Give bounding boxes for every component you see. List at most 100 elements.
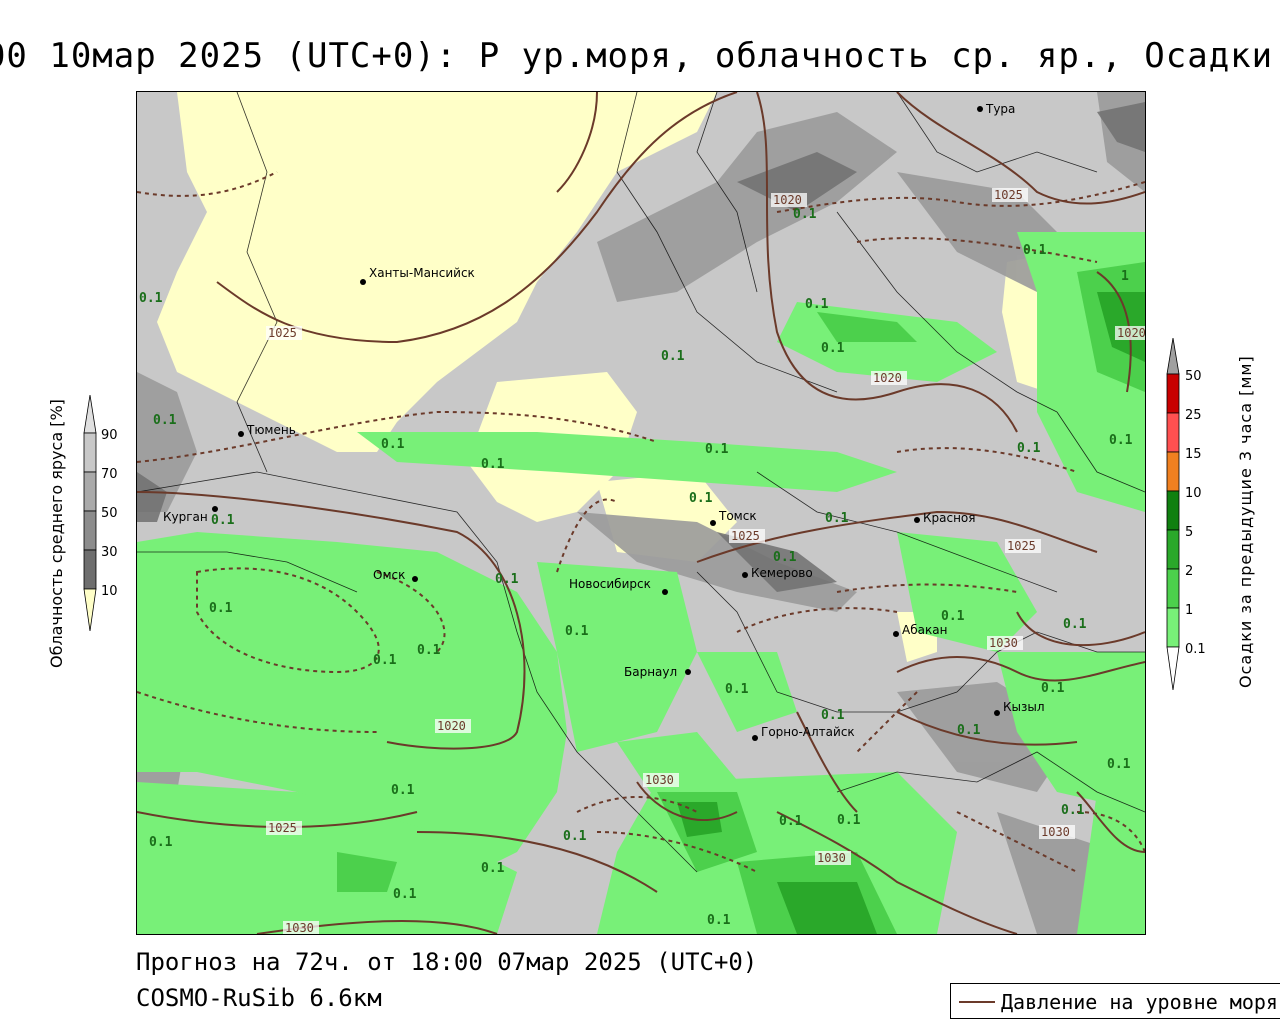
precip-tick-50: 50 <box>1185 369 1202 384</box>
precip-label: 0.1 <box>153 413 177 428</box>
weather-map: 1025 1020 1025 1020 1020 1025 1025 1030 … <box>136 91 1146 935</box>
precip-label: 0.1 <box>481 861 505 876</box>
svg-text:Тура: Тура <box>985 102 1015 116</box>
precip-label: 0.1 <box>793 207 817 222</box>
precip-tick-0-1: 0.1 <box>1185 642 1206 657</box>
svg-text:Курган: Курган <box>163 510 208 524</box>
isobar-labels: 1025 1020 1025 1020 1020 1025 1025 1030 … <box>266 188 1145 934</box>
precip-label: 0.1 <box>957 723 981 738</box>
precip-label: 0.1 <box>1061 803 1085 818</box>
city-kurgan: Курган <box>163 506 218 524</box>
isobar-label: 1020 <box>773 193 802 207</box>
precip-label: 0.1 <box>773 550 797 565</box>
pressure-legend-line <box>959 1001 995 1003</box>
precip-label: 0.1 <box>1041 681 1065 696</box>
precip-label: 0.1 <box>837 813 861 828</box>
cloud-tick-50: 50 <box>101 506 118 521</box>
cloud-colorbar-title: Облачность среднего яруса [%] <box>47 399 66 668</box>
svg-text:Красноя: Красноя <box>923 511 976 525</box>
precip-label: 0.1 <box>393 887 417 902</box>
svg-text:Кемерово: Кемерово <box>751 566 813 580</box>
isobar-label: 1025 <box>268 821 297 835</box>
precip-colorbar-title: Осадки за предыдущие 3 часа [мм] <box>1236 355 1255 688</box>
precip-colorbar-graphic <box>1166 338 1180 690</box>
precip-tick-1: 1 <box>1185 603 1194 618</box>
model-name: COSMO-RuSib 6.6км <box>136 984 382 1012</box>
cloud-colorbar-graphic <box>83 395 97 631</box>
region-borders <box>137 92 1145 873</box>
city-novosibirsk: Новосибирск <box>569 577 668 595</box>
precip-label: 0.1 <box>825 511 849 526</box>
city-krasnoyarsk: Красноя <box>914 511 976 525</box>
svg-text:Омск: Омск <box>373 568 405 582</box>
isobar-label: 1020 <box>1117 326 1145 340</box>
isobar-label: 1030 <box>1041 825 1070 839</box>
city-abakan: Абакан <box>893 623 947 637</box>
precip-label: 0.1 <box>821 708 845 723</box>
precip-label: 0.1 <box>1023 243 1047 258</box>
isobar-label: 1025 <box>994 188 1023 202</box>
precip-label: 0.1 <box>725 682 749 697</box>
city-gorno-altaysk: Горно-Алтайск <box>752 725 855 741</box>
precip-label: 0.1 <box>661 349 685 364</box>
precip-label: 0.1 <box>1017 441 1041 456</box>
precip-tick-5: 5 <box>1185 525 1194 540</box>
svg-text:Томск: Томск <box>718 509 757 523</box>
precip-label: 0.1 <box>149 835 173 850</box>
city-tura: Тура <box>977 102 1015 116</box>
precip-label: 0.1 <box>565 624 589 639</box>
precip-label: 0.1 <box>941 609 965 624</box>
precip-label: 0.1 <box>495 572 519 587</box>
cloud-tick-30: 30 <box>101 545 118 560</box>
precip-label: 1 <box>1121 269 1129 284</box>
precip-label: 0.1 <box>563 829 587 844</box>
precip-label: 0.1 <box>373 653 397 668</box>
svg-text:Тюмень: Тюмень <box>246 423 296 437</box>
isobar-label: 1030 <box>989 636 1018 650</box>
svg-text:Кызыл: Кызыл <box>1003 700 1045 714</box>
precip-label: 0.1 <box>705 442 729 457</box>
svg-text:Горно-Алтайск: Горно-Алтайск <box>761 725 855 739</box>
precip-label: 0.1 <box>707 913 731 928</box>
isobar-label: 1030 <box>285 921 314 934</box>
precipitation-2mm <box>677 292 1145 934</box>
city-kemerovo: Кемерово <box>742 566 813 580</box>
precip-label: 0.1 <box>689 491 713 506</box>
precip-label: 0.1 <box>417 643 441 658</box>
isobar-label: 1025 <box>1007 539 1036 553</box>
precip-tick-25: 25 <box>1185 408 1202 423</box>
isobar-label: 1030 <box>817 851 846 865</box>
isobar-label: 1020 <box>873 371 902 385</box>
svg-text:Ханты-Мансийск: Ханты-Мансийск <box>369 266 475 280</box>
cloud-tick-10: 10 <box>101 584 118 599</box>
precip-label: 0.1 <box>381 437 405 452</box>
precip-label: 0.1 <box>481 457 505 472</box>
cloud-tick-70: 70 <box>101 467 118 482</box>
precip-label: 0.1 <box>1107 757 1131 772</box>
isobar-label: 1020 <box>437 719 466 733</box>
precip-label: 0.1 <box>211 513 235 528</box>
precip-label: 0.1 <box>1109 433 1133 448</box>
precip-label: 0.1 <box>209 601 233 616</box>
isobar-label: 1030 <box>645 773 674 787</box>
city-tomsk: Томск <box>710 509 757 526</box>
isobars-dashed <box>137 171 1145 873</box>
svg-text:Барнаул: Барнаул <box>624 665 677 679</box>
precip-tick-2: 2 <box>1185 564 1194 579</box>
city-barnaul: Барнаул <box>624 665 691 679</box>
isobar-label: 1025 <box>268 326 297 340</box>
precip-tick-15: 15 <box>1185 447 1202 462</box>
cities: Тура Ханты-Мансийск Тюмень Курган Омск Т… <box>163 102 1045 741</box>
pressure-legend-label: Давление на уровне моря <box>1001 990 1278 1014</box>
svg-text:Абакан: Абакан <box>902 623 947 637</box>
cloud-tick-90: 90 <box>101 428 118 443</box>
precip-label: 0.1 <box>139 291 163 306</box>
isobar-label: 1025 <box>731 529 760 543</box>
city-khanty-mansiysk: Ханты-Мансийск <box>360 266 475 285</box>
precip-label: 0.1 <box>391 783 415 798</box>
forecast-info: Прогноз на 72ч. от 18:00 07мар 2025 (UTC… <box>136 948 758 976</box>
map-title: 8:00 10мар 2025 (UTC+0): P ур.моря, обла… <box>0 36 1274 76</box>
precip-labels: 0.1 0.1 0.1 0.1 0.1 0.1 0.1 0.1 0.1 0.1 … <box>139 207 1133 928</box>
city-kyzyl: Кызыл <box>994 700 1045 716</box>
precip-label: 0.1 <box>1063 617 1087 632</box>
